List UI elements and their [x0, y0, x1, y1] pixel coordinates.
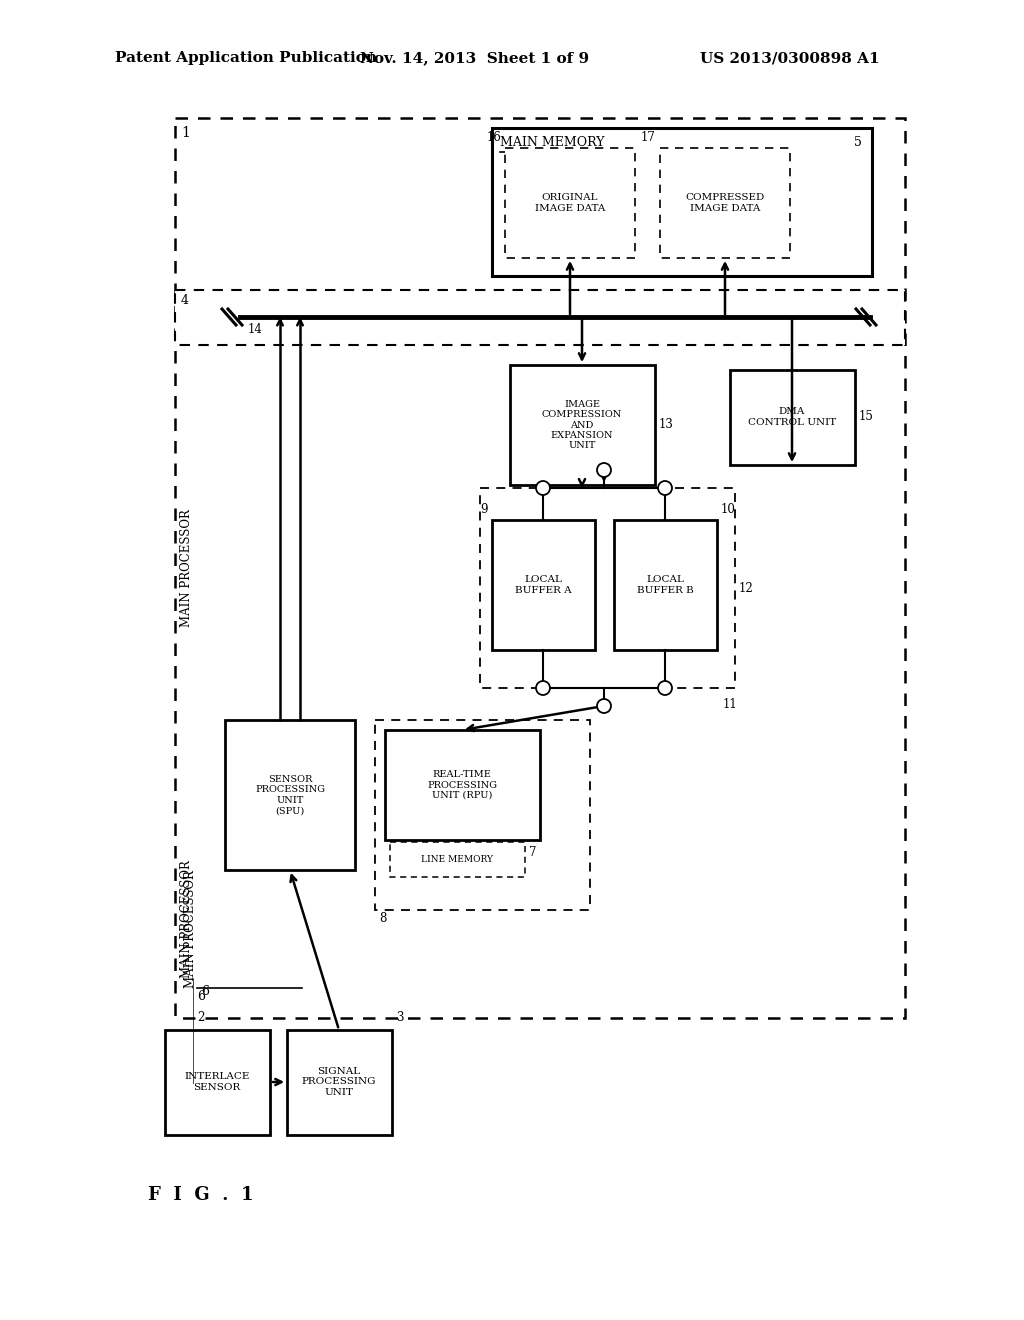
Text: DMA
CONTROL UNIT: DMA CONTROL UNIT: [748, 408, 837, 426]
Bar: [175, 290, 905, 345]
Bar: [492, 520, 595, 649]
Text: F  I  G  .  1: F I G . 1: [148, 1185, 254, 1204]
Text: 11: 11: [723, 698, 737, 711]
Text: SENSOR
PROCESSING
UNIT
(SPU): SENSOR PROCESSING UNIT (SPU): [255, 775, 325, 814]
Text: 8: 8: [379, 912, 386, 925]
Bar: [730, 370, 855, 465]
Bar: [614, 520, 717, 649]
Text: 15: 15: [859, 411, 873, 424]
Text: 17: 17: [641, 131, 656, 144]
Text: LINE MEMORY: LINE MEMORY: [421, 854, 493, 863]
Text: REAL-TIME
PROCESSING
UNIT (RPU): REAL-TIME PROCESSING UNIT (RPU): [427, 770, 497, 800]
Circle shape: [597, 700, 611, 713]
Text: 5: 5: [854, 136, 862, 149]
Text: 6: 6: [197, 990, 205, 1003]
Circle shape: [658, 480, 672, 495]
Text: COMPRESSED
IMAGE DATA: COMPRESSED IMAGE DATA: [685, 193, 765, 213]
Bar: [175, 117, 905, 1018]
Text: 14: 14: [248, 323, 263, 337]
Text: 4: 4: [181, 294, 189, 308]
Text: 12: 12: [739, 582, 754, 594]
Text: US 2013/0300898 A1: US 2013/0300898 A1: [700, 51, 880, 65]
Text: MAIN PROCESSOR: MAIN PROCESSOR: [184, 870, 197, 987]
Text: 13: 13: [659, 418, 674, 432]
Text: 2: 2: [197, 1011, 205, 1024]
Bar: [480, 488, 735, 688]
Text: Nov. 14, 2013  Sheet 1 of 9: Nov. 14, 2013 Sheet 1 of 9: [360, 51, 589, 65]
Bar: [225, 719, 355, 870]
Bar: [375, 719, 590, 909]
Text: MAIN MEMORY: MAIN MEMORY: [500, 136, 604, 149]
Text: LOCAL
BUFFER A: LOCAL BUFFER A: [515, 576, 571, 595]
Circle shape: [536, 681, 550, 696]
Text: IMAGE
COMPRESSION
AND
EXPANSION
UNIT: IMAGE COMPRESSION AND EXPANSION UNIT: [542, 400, 623, 450]
Bar: [660, 148, 790, 257]
Text: 16: 16: [486, 131, 501, 144]
Text: SIGNAL
PROCESSING
UNIT: SIGNAL PROCESSING UNIT: [302, 1067, 376, 1097]
Text: LOCAL
BUFFER B: LOCAL BUFFER B: [637, 576, 693, 595]
Text: 7: 7: [529, 846, 537, 859]
Text: MAIN PROCESSOR: MAIN PROCESSOR: [180, 510, 193, 627]
Text: 3: 3: [396, 1011, 403, 1024]
Text: 6: 6: [201, 985, 209, 998]
Text: INTERLACE
SENSOR: INTERLACE SENSOR: [184, 1072, 250, 1092]
Text: MAIN PROCESSOR: MAIN PROCESSOR: [180, 861, 193, 978]
Bar: [390, 842, 525, 876]
Bar: [510, 366, 655, 484]
Circle shape: [597, 463, 611, 477]
Bar: [505, 148, 635, 257]
Circle shape: [658, 681, 672, 696]
Circle shape: [536, 480, 550, 495]
Bar: [287, 1030, 392, 1135]
Text: Patent Application Publication: Patent Application Publication: [115, 51, 377, 65]
Text: 10: 10: [721, 503, 736, 516]
Text: ORIGINAL
IMAGE DATA: ORIGINAL IMAGE DATA: [535, 193, 605, 213]
Bar: [385, 730, 540, 840]
Bar: [492, 128, 872, 276]
Bar: [165, 1030, 270, 1135]
Text: 1: 1: [181, 125, 189, 140]
Text: 9: 9: [480, 503, 488, 516]
